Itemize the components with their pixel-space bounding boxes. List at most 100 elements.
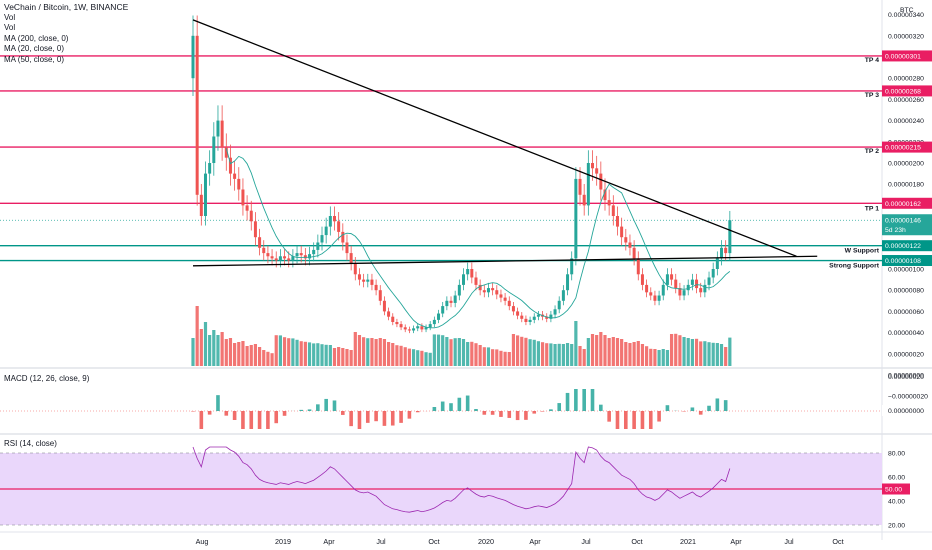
candle-body — [266, 253, 270, 257]
price-tick-label: 0.00000000 — [888, 373, 924, 380]
candle-body — [674, 279, 678, 289]
candle-body — [291, 256, 295, 261]
candle-body — [420, 326, 424, 330]
candle-body — [665, 274, 669, 285]
candle-body — [262, 247, 266, 254]
macd-histogram-bar — [690, 407, 695, 411]
candle-body — [345, 242, 349, 254]
candle-body — [203, 173, 207, 216]
current-price-value: 0.00000146 — [885, 218, 921, 225]
candle-body — [382, 300, 386, 312]
volume-bar — [366, 338, 370, 366]
macd-histogram-bar — [307, 409, 312, 411]
macd-histogram-bar — [540, 411, 545, 412]
candle-body — [640, 274, 644, 285]
macd-histogram-bar — [282, 411, 287, 416]
candle-body — [599, 173, 603, 190]
candle-body — [699, 288, 703, 293]
candle-body — [661, 284, 665, 296]
volume-bar — [407, 348, 411, 366]
candle-body — [520, 315, 524, 319]
price-tick-label: 0.00000320 — [888, 33, 924, 40]
legend-ma-50: MA (50, close, 0) — [4, 54, 65, 64]
volume-bar — [445, 337, 449, 366]
candle-body — [636, 258, 640, 275]
volume-bar — [595, 335, 599, 366]
level-label: TP 1 — [865, 205, 879, 212]
volume-bar — [491, 349, 495, 366]
macd-pane-label: MACD (12, 26, close, 9) — [4, 374, 90, 383]
candle-body — [403, 327, 407, 330]
candle-body — [233, 173, 237, 179]
candle-body — [241, 189, 245, 206]
macd-histogram-bar — [599, 404, 603, 411]
macd-histogram-bar — [457, 397, 462, 411]
candle-body — [670, 274, 674, 280]
volume-bar — [665, 350, 670, 366]
volume-bar — [561, 344, 565, 366]
macd-histogram-bar — [357, 411, 362, 429]
candle-body — [566, 274, 570, 291]
level-label: TP 4 — [865, 57, 879, 64]
candle-body — [516, 311, 520, 316]
macd-histogram-bar — [532, 411, 537, 414]
time-tick-label: Aug — [196, 537, 209, 546]
macd-histogram-bar — [640, 411, 645, 429]
volume-bar — [470, 341, 474, 366]
volume-bar — [516, 335, 520, 366]
candle-body — [474, 277, 478, 285]
volume-bar — [295, 339, 299, 366]
volume-bar — [303, 341, 307, 366]
macd-histogram-bar — [249, 411, 254, 429]
volume-bar — [486, 347, 491, 366]
candle-body — [536, 314, 540, 317]
volume-bar — [503, 351, 507, 366]
macd-histogram-bar — [257, 411, 262, 429]
macd-histogram-bar — [574, 389, 578, 411]
candle-body — [303, 255, 307, 259]
macd-histogram-bar — [490, 411, 495, 415]
volume-bar — [266, 351, 270, 366]
volume-bar — [632, 342, 636, 366]
candle-body — [503, 297, 507, 301]
price-tick-label: 0.00000200 — [888, 161, 924, 168]
candle-body — [387, 311, 391, 317]
volume-bar — [386, 342, 391, 366]
legend-ma-20: MA (20, close, 0) — [4, 44, 65, 53]
candle-body — [482, 290, 486, 293]
level-price-tag — [882, 50, 932, 62]
volume-bar — [728, 337, 732, 366]
candle-body — [416, 326, 420, 329]
macd-zero-bg — [882, 405, 932, 416]
candle-body — [728, 220, 732, 254]
time-tick-label: Oct — [631, 537, 642, 546]
macd-histogram-bar — [499, 411, 503, 417]
macd-histogram-bar — [648, 411, 653, 429]
volume-bar — [715, 343, 719, 366]
macd-histogram-bar — [299, 409, 303, 411]
candle-body — [432, 319, 436, 325]
volume-bar — [661, 349, 665, 366]
rsi-tick-label: 20.00 — [888, 523, 905, 530]
macd-histogram-bar — [607, 411, 611, 422]
candle-body — [428, 324, 432, 328]
bar-countdown: 5d 23h — [885, 227, 906, 234]
macd-histogram-bar — [624, 411, 628, 429]
candle-body — [570, 258, 574, 275]
macd-histogram-bar — [274, 411, 279, 424]
volume-bar — [620, 339, 624, 366]
volume-bar — [703, 341, 707, 366]
candle-body — [308, 254, 312, 259]
volume-bar — [536, 341, 541, 366]
macd-histogram-bar — [615, 411, 620, 429]
candle-body — [632, 247, 636, 259]
level-price-value: 0.00000301 — [885, 53, 921, 60]
volume-bar — [337, 347, 341, 366]
price-tick-label: 0.00000020 — [888, 351, 924, 358]
macd-histogram-bar — [191, 411, 195, 412]
volume-bar — [257, 347, 262, 366]
volume-bar — [653, 349, 657, 366]
candle-body — [212, 136, 216, 163]
volume-bar — [524, 337, 528, 366]
